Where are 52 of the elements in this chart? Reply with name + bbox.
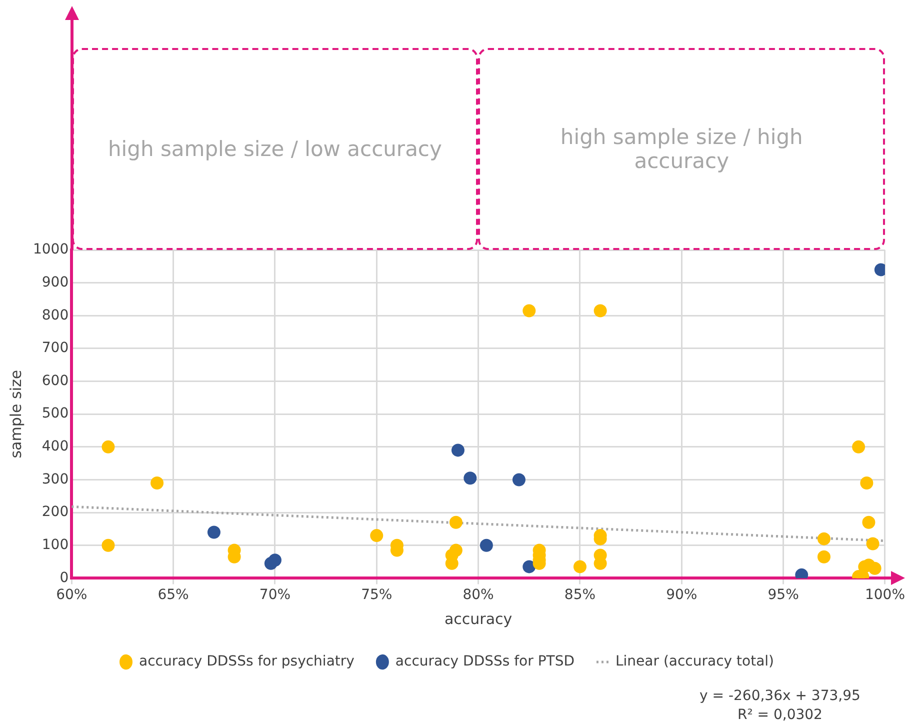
x-tick-label: 65% [158, 587, 189, 604]
point [480, 538, 493, 552]
x-tick-label: 90% [666, 587, 698, 604]
legend-label: accuracy DDSSs for psychiatry [139, 654, 354, 670]
dashed-frame: high sample size / low accuracy [72, 48, 478, 250]
x-tick-label: 95% [768, 587, 799, 604]
y-tick-label: 0 [60, 570, 69, 586]
x-axis-title: accuracy [444, 610, 512, 628]
point [860, 476, 874, 490]
point [370, 529, 384, 542]
point [512, 473, 526, 486]
point [862, 516, 876, 529]
point [150, 476, 164, 490]
y-tick-label: 700 [42, 340, 69, 356]
x-tick-label: 75% [361, 587, 392, 604]
y-axis-title: sample size [6, 370, 25, 458]
point [449, 544, 462, 557]
dashed-frame: high sample size / high accuracy [478, 48, 885, 250]
point [207, 526, 220, 539]
y-tick-label: 500 [42, 406, 69, 422]
point [866, 537, 880, 550]
y-tick-label: 200 [42, 504, 69, 520]
point [817, 550, 830, 564]
text: y = -260,36x + 373,95 [698, 688, 862, 704]
point [852, 440, 866, 454]
y-tick-label: 100 [42, 537, 69, 554]
point [522, 560, 536, 574]
point [594, 304, 607, 318]
x-tick-label: 70% [259, 587, 291, 604]
point [868, 562, 882, 575]
point [451, 444, 464, 457]
x-tick-label: 80% [462, 587, 494, 604]
point [102, 440, 115, 454]
y-tick-label: 1000 [32, 242, 69, 258]
point [817, 532, 830, 546]
y-tick-label: 800 [42, 307, 69, 324]
point [522, 304, 536, 318]
x-tick-label: 85% [564, 587, 596, 604]
text: R² = 0,0302 [736, 707, 824, 723]
y-tick-label: 300 [42, 471, 69, 488]
point [449, 516, 462, 529]
y-tick-label: 900 [42, 274, 69, 290]
point [268, 554, 282, 567]
point [464, 472, 477, 485]
legend-label: Linear (accuracy total) [615, 654, 774, 670]
legend-label: accuracy DDSSs for PTSD [395, 654, 574, 670]
x-tick-label: 60% [56, 587, 88, 604]
point [573, 560, 586, 574]
y-tick-label: 400 [42, 438, 69, 455]
point [102, 538, 115, 552]
y-tick-label: 600 [42, 372, 69, 389]
x-tick-label: 100% [864, 587, 906, 604]
